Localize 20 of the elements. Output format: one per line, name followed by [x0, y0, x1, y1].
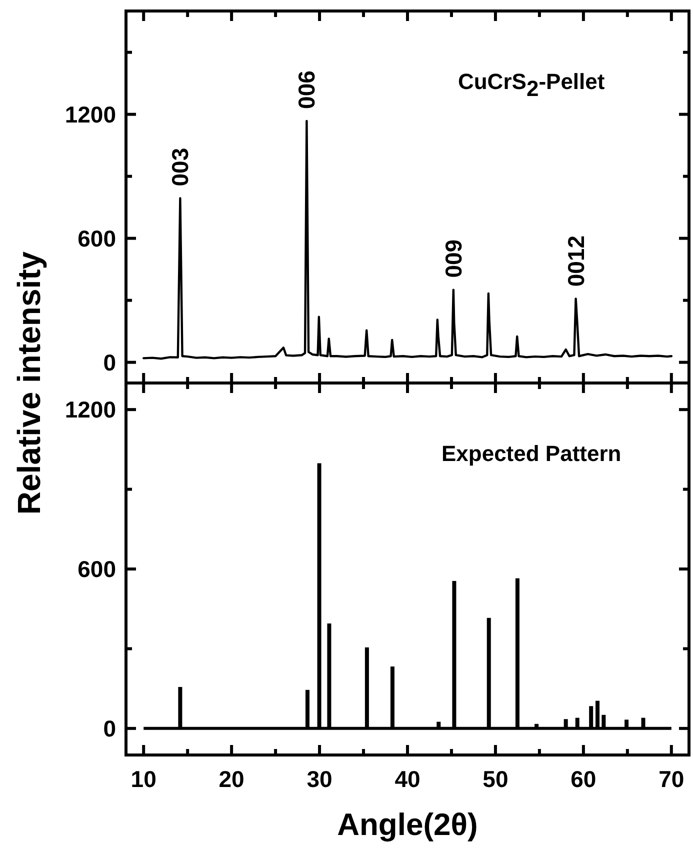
- x-tick-label: 40: [394, 766, 420, 792]
- y-tick-label: 0: [103, 715, 116, 742]
- y-tick-label: 600: [78, 225, 116, 252]
- y-tick-label: 0: [103, 349, 116, 376]
- y-axis-title: Relative intensity: [11, 251, 47, 515]
- x-axis-title: Angle(2θ): [337, 807, 478, 842]
- x-tick-label: 50: [482, 766, 508, 792]
- annotation: 003: [167, 148, 194, 186]
- x-tick-label: 30: [306, 766, 332, 792]
- x-tick-label: 60: [570, 766, 596, 792]
- annotation: 006: [294, 70, 320, 109]
- y-tick-label: 600: [78, 556, 116, 582]
- y-tick-label: 1200: [64, 396, 116, 423]
- text: Expected Pattern: [441, 441, 622, 466]
- x-tick-label: 10: [130, 766, 156, 792]
- x-tick-label: 20: [218, 766, 244, 792]
- annotation: 009: [440, 239, 466, 278]
- x-tick-label: 70: [658, 766, 684, 792]
- y-tick-label: 1200: [64, 101, 116, 128]
- annotation: 0012: [562, 236, 589, 287]
